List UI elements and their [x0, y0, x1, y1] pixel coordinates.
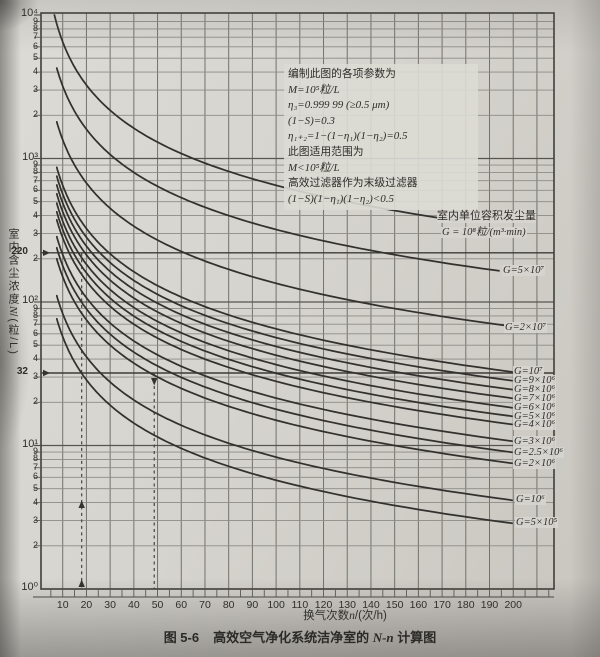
annotation-line: M=10⁵粒/L: [288, 83, 340, 96]
y-tick-label-minor: 6: [32, 184, 38, 195]
y-tick-label-minor: 5: [32, 339, 38, 350]
y-tick-label-minor: 6: [32, 40, 38, 51]
y-tick-label-minor: 4: [32, 353, 38, 364]
figure-title: 高效空气净化系统洁净室的: [213, 630, 373, 645]
x-tick-label: 200: [504, 599, 522, 611]
curve-label: G=4×10⁶: [513, 419, 557, 431]
y-tick-label-minor: 6: [32, 327, 38, 338]
y-special-mark-32: 32: [16, 366, 28, 377]
parameters-annotation-box: 编制此图的各项参数为 M=10⁵粒/L η₃=0.999 99 (≥0.5 μm) (…: [284, 64, 478, 211]
curve-label: G=5×10⁷: [502, 265, 546, 277]
curve-label: G = 10⁸粒/(m³·min): [441, 227, 527, 239]
y-tick-label-minor: 2: [32, 396, 38, 407]
annotation-line: 此图适用范围为: [288, 145, 364, 158]
curve-label: G=2×10⁷: [504, 322, 548, 334]
annotation-line: (1−S)=0.3: [288, 114, 335, 127]
y-tick-label-minor: 2: [32, 109, 38, 120]
y-tick-label-minor: 2: [32, 539, 38, 550]
curve-label: G=10⁶: [515, 494, 546, 506]
figure-title-tail: 计算图: [393, 630, 437, 645]
x-axis-unit: /(次/h): [354, 610, 387, 622]
curve-label: G=5×10⁵: [515, 517, 559, 529]
y-tick-label-decade: 10⁰: [21, 581, 38, 593]
figure-number: 图 5-6: [163, 630, 200, 645]
y-tick-label-minor: 5: [32, 482, 38, 493]
curve-label: G=2×10⁶: [513, 458, 557, 470]
annotation-line: 编制此图的各项参数为: [288, 68, 396, 80]
annotation-line: (1−S)(1−η₁)(1−η₂)<0.5: [288, 192, 394, 205]
curve-label: G=2.5×10⁶: [513, 447, 565, 459]
annotation-line: 高效过滤器作为末级过滤器: [288, 177, 418, 190]
y-tick-label-minor: 4: [32, 496, 38, 507]
x-axis-title-text: 换气次数: [303, 610, 350, 622]
curve-label: G=3×10⁶: [513, 436, 557, 448]
annotation-line: M<10⁵粒/L: [288, 161, 340, 174]
figure-title-symbols: N-n: [372, 630, 394, 645]
y-tick-label-minor: 4: [32, 209, 38, 220]
y-tick-label-minor: 5: [32, 52, 38, 63]
annotation-line: η₁₊₂=1−(1−η₁)(1−η₂)=0.5: [288, 130, 408, 143]
y-tick-label-minor: 3: [32, 84, 38, 95]
y-tick-label-minor: 4: [32, 66, 38, 77]
figure-caption: 图 5-6 高效空气净化系统洁净室的 N-n 计算图: [0, 627, 600, 646]
y-tick-label-minor: 5: [32, 195, 38, 206]
dust-generation-header: 室内单位容积发尘量: [437, 210, 536, 223]
y-tick-label-minor: 3: [32, 514, 38, 525]
y-tick-label-minor: 3: [32, 227, 38, 238]
annotation-line: η₃=0.999 99 (≥0.5 μm): [288, 99, 390, 112]
y-special-mark-220: 220: [11, 245, 28, 257]
y-tick-label-minor: 6: [32, 471, 38, 482]
